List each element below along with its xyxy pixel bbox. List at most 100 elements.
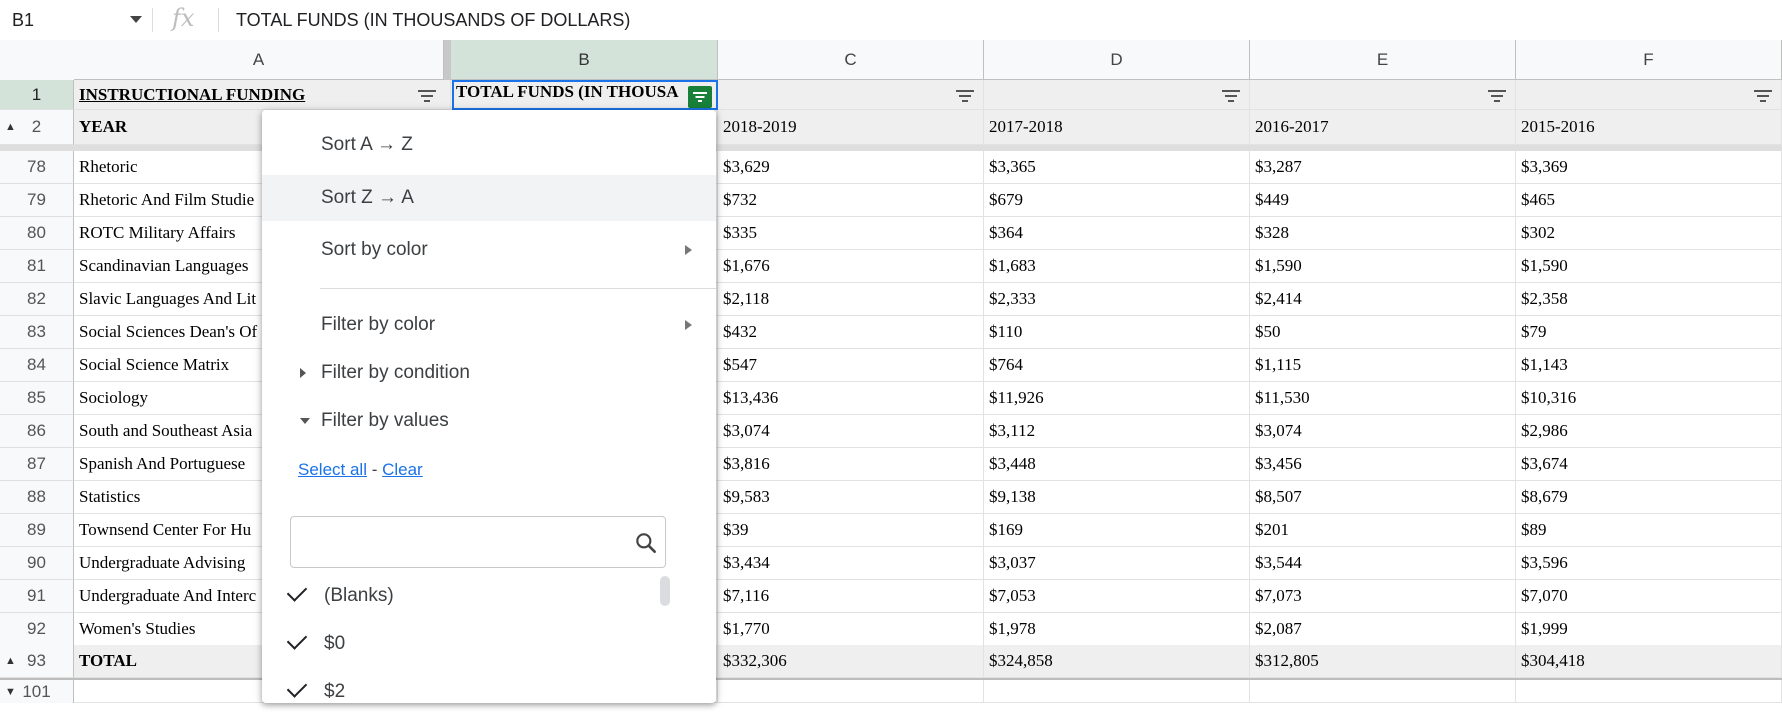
select-all-link[interactable]: Select all [298,460,367,479]
table-cell[interactable]: $1,115 [1250,349,1516,382]
sort-z-a-item[interactable]: Sort Z → A [262,175,716,221]
table-cell[interactable]: $1,770 [718,613,984,646]
table-cell[interactable]: $3,596 [1516,547,1782,580]
filter-icon-c[interactable] [956,90,974,102]
table-cell[interactable]: $1,590 [1250,250,1516,283]
table-cell[interactable]: $1,683 [984,250,1250,283]
value-option[interactable]: $2 [286,672,345,712]
cell-e101[interactable] [1250,680,1516,703]
table-cell[interactable]: $7,073 [1250,580,1516,613]
table-cell[interactable]: $3,448 [984,448,1250,481]
filter-icon-a[interactable] [418,90,436,102]
cell-c2[interactable]: 2018-2019 [718,110,984,145]
row-header-1[interactable]: 1 [0,80,74,110]
cell-d93[interactable]: $324,858 [984,645,1250,678]
table-cell[interactable]: $364 [984,217,1250,250]
filter-icon-e[interactable] [1488,90,1506,102]
row-header-101[interactable]: ▼ 101 [0,680,74,703]
filter-by-condition-item[interactable]: Filter by condition [262,350,716,396]
collapse-group-icon[interactable]: ▲ [5,121,16,133]
table-cell[interactable]: $3,074 [1250,415,1516,448]
name-box-dropdown-icon[interactable] [130,16,142,23]
table-cell[interactable]: $764 [984,349,1250,382]
cell-d101[interactable] [984,680,1250,703]
row-header[interactable]: 92 [0,613,74,646]
table-cell[interactable]: $1,590 [1516,250,1782,283]
row-header[interactable]: 86 [0,415,74,448]
cell-b1[interactable]: TOTAL FUNDS (IN THOUSA [451,80,718,110]
table-cell[interactable]: $79 [1516,316,1782,349]
table-cell[interactable]: $679 [984,184,1250,217]
table-cell[interactable]: $2,333 [984,283,1250,316]
table-cell[interactable]: $8,507 [1250,481,1516,514]
table-cell[interactable]: $335 [718,217,984,250]
values-search-input[interactable] [290,516,666,568]
column-header-c[interactable]: C [718,40,984,80]
table-cell[interactable]: $8,679 [1516,481,1782,514]
filter-icon-d[interactable] [1222,90,1240,102]
table-cell[interactable]: $2,358 [1516,283,1782,316]
name-box[interactable]: B1 [0,0,152,40]
table-cell[interactable]: $3,112 [984,415,1250,448]
table-cell[interactable]: $449 [1250,184,1516,217]
row-header[interactable]: 84 [0,349,74,382]
cell-f1[interactable] [1516,80,1782,110]
active-filter-icon-b[interactable] [688,86,712,108]
row-header[interactable]: 90 [0,547,74,580]
table-cell[interactable]: $3,074 [718,415,984,448]
cell-a1[interactable]: INSTRUCTIONAL FUNDING [74,80,451,110]
row-header[interactable]: 80 [0,217,74,250]
table-cell[interactable]: $3,365 [984,151,1250,184]
value-option[interactable]: $0 [286,624,345,664]
expand-group-icon[interactable]: ▼ [5,685,16,698]
table-cell[interactable]: $13,436 [718,382,984,415]
column-header-d[interactable]: D [984,40,1250,80]
table-cell[interactable]: $7,053 [984,580,1250,613]
table-cell[interactable]: $732 [718,184,984,217]
name-box-value[interactable]: B1 [12,10,35,30]
formula-input[interactable]: TOTAL FUNDS (IN THOUSANDS OF DOLLARS) [236,10,631,30]
row-header[interactable]: 82 [0,283,74,316]
table-cell[interactable]: $432 [718,316,984,349]
cell-e2[interactable]: 2016-2017 [1250,110,1516,145]
clear-link[interactable]: Clear [382,460,423,479]
table-cell[interactable]: $1,978 [984,613,1250,646]
column-header-b[interactable]: B [451,40,718,80]
row-header[interactable]: 88 [0,481,74,514]
filter-by-color-item[interactable]: Filter by color [262,302,716,348]
cell-d1[interactable] [984,80,1250,110]
table-cell[interactable]: $3,816 [718,448,984,481]
value-option[interactable]: (Blanks) [286,576,394,616]
table-cell[interactable]: $2,118 [718,283,984,316]
table-cell[interactable]: $328 [1250,217,1516,250]
cell-c101[interactable] [718,680,984,703]
table-cell[interactable]: $169 [984,514,1250,547]
table-cell[interactable]: $10,316 [1516,382,1782,415]
table-cell[interactable]: $3,456 [1250,448,1516,481]
values-list-scrollbar[interactable] [660,576,670,606]
cell-d2[interactable]: 2017-2018 [984,110,1250,145]
row-header[interactable]: 81 [0,250,74,283]
table-cell[interactable]: $11,530 [1250,382,1516,415]
row-header[interactable]: 78 [0,151,74,184]
table-cell[interactable]: $3,674 [1516,448,1782,481]
column-header-a[interactable]: A [74,40,444,80]
cell-f2[interactable]: 2015-2016 [1516,110,1782,145]
row-header-93[interactable]: ▲ 93 [0,645,74,678]
table-cell[interactable]: $50 [1250,316,1516,349]
row-header[interactable]: 83 [0,316,74,349]
table-cell[interactable]: $2,087 [1250,613,1516,646]
cell-c1[interactable] [718,80,984,110]
row-header[interactable]: 89 [0,514,74,547]
filter-icon-f[interactable] [1754,90,1772,102]
cell-e93[interactable]: $312,805 [1250,645,1516,678]
table-cell[interactable]: $110 [984,316,1250,349]
cell-c93[interactable]: $332,306 [718,645,984,678]
cell-f93[interactable]: $304,418 [1516,645,1782,678]
row-header[interactable]: 87 [0,448,74,481]
row-header[interactable]: 91 [0,580,74,613]
table-cell[interactable]: $1,676 [718,250,984,283]
table-cell[interactable]: $3,544 [1250,547,1516,580]
collapse-group-icon[interactable]: ▲ [5,655,16,667]
row-header[interactable]: 85 [0,382,74,415]
